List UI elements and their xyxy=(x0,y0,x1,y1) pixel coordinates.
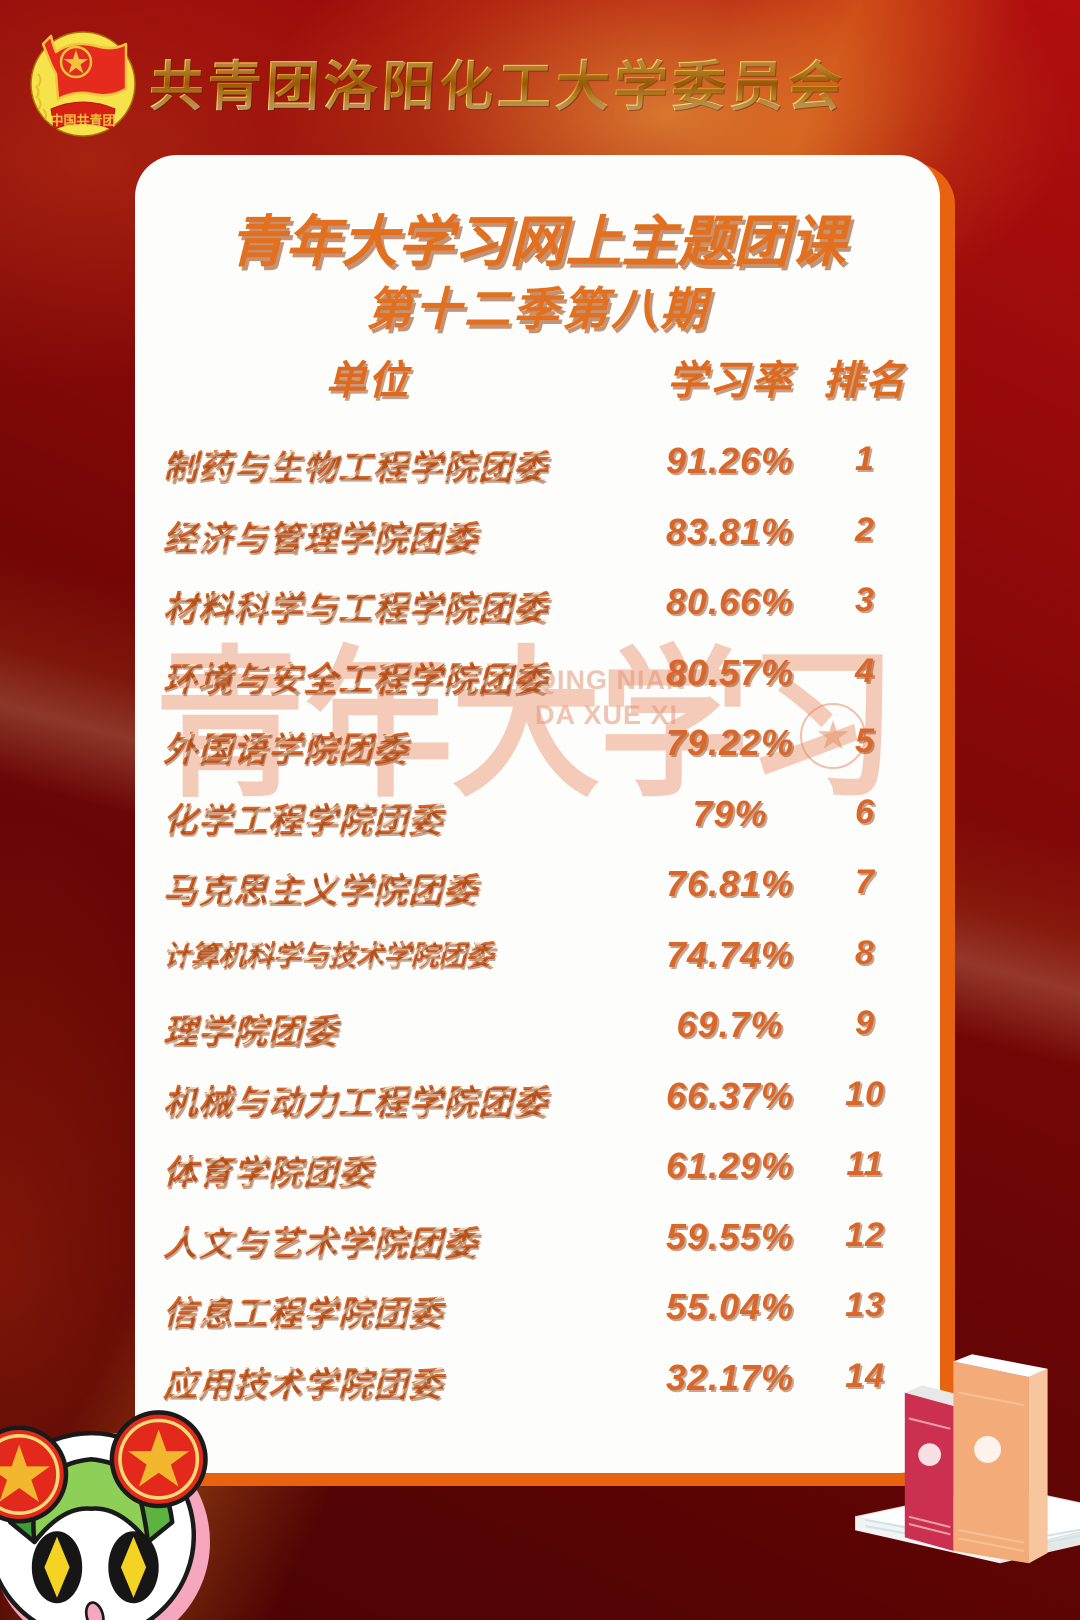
svg-text:中国共青团: 中国共青团 xyxy=(50,113,115,128)
